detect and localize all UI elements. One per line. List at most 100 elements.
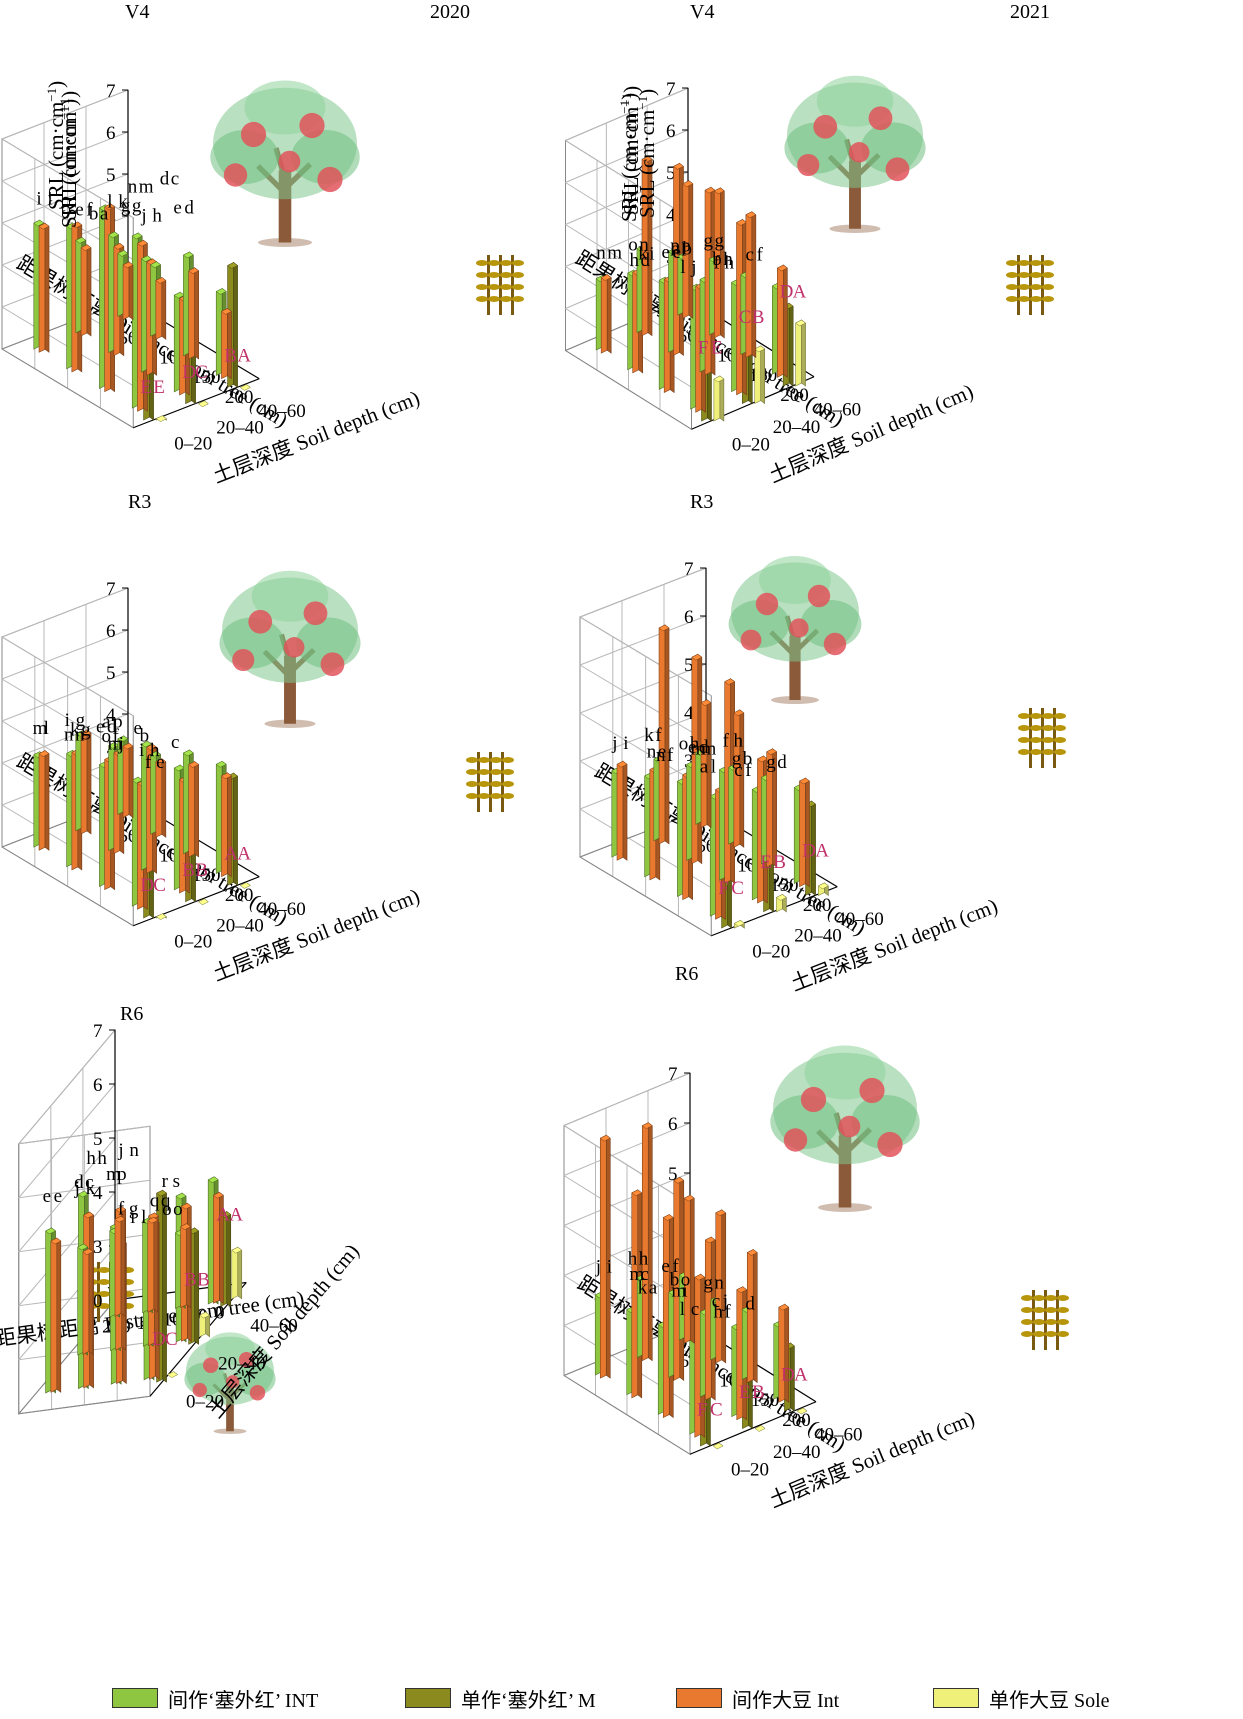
bar-top bbox=[795, 319, 807, 327]
legend: 间作‘塞外红’ INT 单作‘塞外红’ M 间作大豆 Int 单作大豆 Sole bbox=[0, 1682, 1243, 1712]
floor-edge bbox=[18, 1395, 151, 1415]
sole-letter-label: E bbox=[711, 337, 723, 358]
bar-int-soy bbox=[122, 742, 134, 819]
sole-letter-label: D bbox=[802, 841, 816, 862]
bar-top bbox=[662, 1214, 674, 1221]
bar-top bbox=[778, 1303, 790, 1311]
y-tick-label: 5 bbox=[668, 1164, 678, 1185]
sole-letter-label: E bbox=[760, 852, 772, 873]
sole-letter-label: B bbox=[752, 1382, 765, 1403]
bar-top bbox=[616, 760, 628, 768]
letter-label: e bbox=[43, 1186, 51, 1207]
bar-sole-soy bbox=[239, 384, 251, 391]
y-axis-title-close: ) bbox=[635, 89, 659, 96]
letter-label: m bbox=[629, 1264, 644, 1285]
bar-face bbox=[188, 267, 195, 360]
bar-top bbox=[712, 1442, 724, 1450]
bar-int-soy bbox=[80, 244, 92, 337]
letter-label: g bbox=[81, 719, 91, 740]
bar-top bbox=[77, 1243, 89, 1251]
letter-label: i bbox=[623, 733, 628, 754]
bar-top bbox=[114, 1215, 126, 1223]
z-tick-label: 40–60 bbox=[815, 1425, 863, 1446]
sole-letter-label: F bbox=[697, 1400, 708, 1421]
bar-face bbox=[82, 1248, 90, 1355]
bar-int-soy bbox=[155, 276, 167, 340]
x-tick-label: 150 bbox=[192, 367, 221, 388]
apple-tree-icon bbox=[729, 556, 862, 704]
y-axis-title: SRL (cm·cm−1) bbox=[44, 81, 69, 210]
bar-int-soy bbox=[715, 1209, 727, 1364]
bar-top bbox=[136, 240, 148, 247]
letter-label: n bbox=[129, 1140, 139, 1161]
bar-int-soy bbox=[155, 758, 167, 838]
letter-label: a bbox=[102, 711, 111, 732]
soybean-plant-icon bbox=[1018, 708, 1066, 768]
sole-letter-label: B bbox=[184, 1269, 197, 1290]
bar-face bbox=[641, 1122, 649, 1362]
bar-top bbox=[150, 261, 162, 269]
letter-label: h bbox=[713, 1302, 723, 1323]
bar-top bbox=[733, 709, 745, 717]
z-axis-line bbox=[689, 1401, 817, 1455]
letter-label: b bbox=[712, 249, 722, 270]
bar-top bbox=[146, 744, 158, 751]
letter-label: k bbox=[86, 1178, 96, 1199]
letter-label: c bbox=[712, 1291, 720, 1312]
bar-side bbox=[237, 1246, 243, 1300]
bar-face bbox=[50, 1237, 58, 1393]
bar-top bbox=[148, 1212, 160, 1220]
letter-label: d bbox=[745, 1294, 755, 1315]
bar-top bbox=[155, 758, 167, 765]
bar-top bbox=[122, 261, 134, 269]
bar-sole-soy bbox=[795, 319, 807, 387]
bar-top bbox=[631, 1189, 643, 1197]
bar-top bbox=[199, 1311, 211, 1319]
letter-label: h bbox=[152, 205, 162, 226]
x-tick-label: 200 bbox=[780, 385, 809, 406]
letter-label: i bbox=[607, 1256, 612, 1277]
bar-sole-soy bbox=[775, 893, 787, 913]
z-axis-line bbox=[133, 378, 260, 429]
bar-top bbox=[600, 274, 612, 281]
x-tick-label: 200 bbox=[225, 387, 254, 408]
bar-int-soy bbox=[683, 1194, 695, 1344]
letter-label: d bbox=[641, 250, 651, 271]
bar-top bbox=[182, 749, 194, 757]
z-axis-line bbox=[691, 376, 815, 430]
y-tick-label: 7 bbox=[668, 1064, 678, 1085]
letter-label: o bbox=[102, 726, 112, 747]
bar-int-soy bbox=[616, 760, 628, 861]
bar-top bbox=[80, 244, 92, 252]
bar-int-soy bbox=[713, 187, 725, 339]
sole-letter-label: A bbox=[237, 844, 251, 865]
letter-label: f bbox=[722, 731, 729, 752]
z-tick-label: 0–20 bbox=[752, 942, 790, 963]
bar-top bbox=[220, 772, 232, 780]
bar-side bbox=[788, 302, 794, 387]
bar-top bbox=[180, 1202, 192, 1210]
letter-label: h bbox=[725, 252, 735, 273]
letter-label: b bbox=[670, 1270, 680, 1291]
letter-label: g bbox=[76, 710, 86, 731]
letter-label: m bbox=[701, 739, 716, 760]
letter-label: k bbox=[118, 191, 128, 212]
letter-label: q bbox=[161, 1191, 171, 1212]
bar-top bbox=[641, 155, 653, 163]
y-tick-label: 7 bbox=[106, 579, 116, 600]
bar-int-soy bbox=[641, 155, 653, 337]
bar-side bbox=[719, 375, 725, 422]
bar-top bbox=[38, 222, 50, 230]
letter-label: g bbox=[129, 1199, 139, 1220]
bar-top bbox=[175, 1192, 187, 1200]
letter-label: f bbox=[86, 199, 93, 220]
letter-label: e bbox=[658, 741, 666, 762]
letter-label: g bbox=[732, 749, 742, 770]
bar-int-soy bbox=[188, 267, 200, 360]
letter-label: e bbox=[75, 199, 83, 220]
letter-label: f bbox=[724, 1302, 731, 1323]
letter-label: o bbox=[681, 1270, 691, 1291]
bar-side bbox=[153, 1216, 159, 1313]
soybean-plant-icon bbox=[1021, 1290, 1069, 1350]
bar-top bbox=[75, 237, 87, 244]
